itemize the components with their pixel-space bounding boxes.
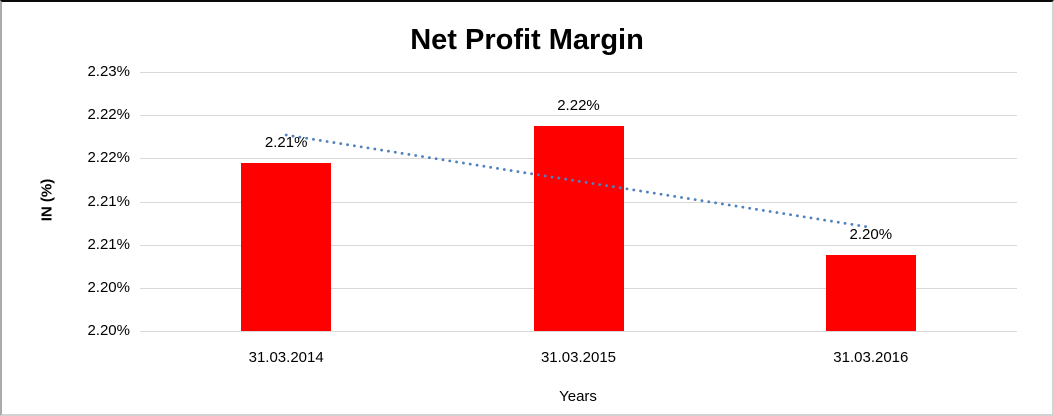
gridline xyxy=(140,115,1017,117)
x-tick-label: 31.03.2015 xyxy=(540,349,617,366)
y-tick-label: 2.21% xyxy=(87,235,130,253)
bar-31.03.2014 xyxy=(241,162,332,331)
x-tick-label: 31.03.2016 xyxy=(833,349,909,366)
y-tick-label: 2.20% xyxy=(87,322,130,339)
x-tick-label: 31.03.2014 xyxy=(248,349,324,366)
gridline xyxy=(140,72,1017,73)
x-axis-title: Years xyxy=(559,388,597,405)
bar-31.03.2015 xyxy=(533,125,624,331)
chart-title: Net Profit Margin xyxy=(410,24,644,56)
data-label-31.03.2015: 2.22% xyxy=(557,96,600,114)
y-tick-label: 2.23% xyxy=(87,63,130,80)
y-tick-label: 2.20% xyxy=(87,278,130,296)
bar-31.03.2016 xyxy=(825,255,916,331)
y-tick-label: 2.22% xyxy=(87,106,130,124)
y-tick-label: 2.22% xyxy=(87,149,130,167)
plot-area: 2.21% 2.22% 2.20% xyxy=(140,72,1017,332)
data-label-31.03.2016: 2.20% xyxy=(849,226,893,244)
y-tick-label: 2.21% xyxy=(87,192,130,210)
gridline xyxy=(140,331,1017,332)
data-label-31.03.2014: 2.21% xyxy=(264,133,308,151)
trendline xyxy=(284,133,873,229)
